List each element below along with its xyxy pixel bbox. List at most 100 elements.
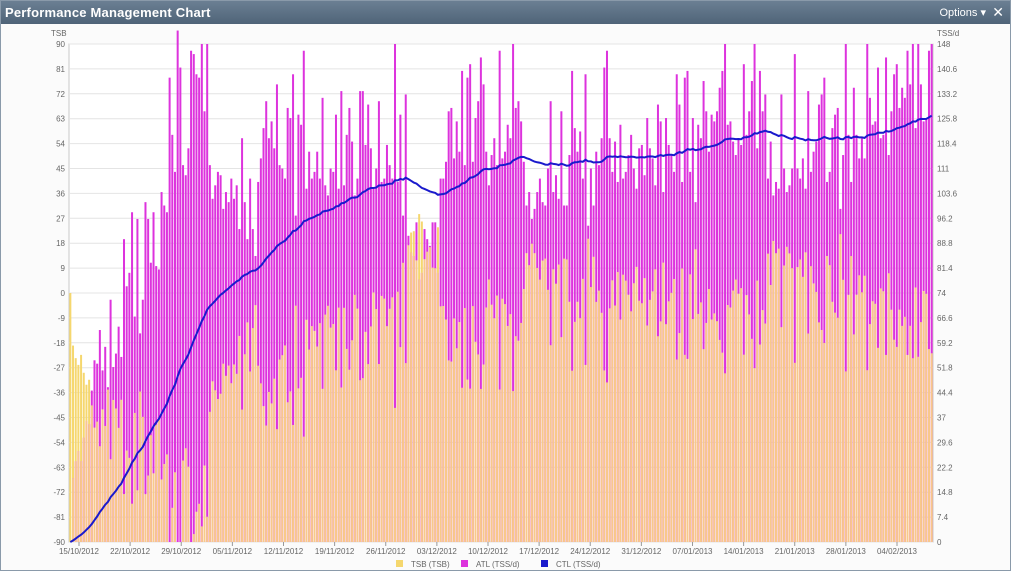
atl-bar: [359, 91, 362, 543]
atl-bar: [160, 192, 163, 542]
tsb-bar: [356, 308, 359, 542]
ctl-line: [69, 114, 933, 543]
right-tick-label: 29.6: [937, 438, 953, 447]
atl-bar: [584, 74, 587, 542]
tsb-bar: [200, 526, 203, 542]
right-tick-label: 44.4: [937, 389, 953, 398]
tsb-bar: [477, 354, 480, 542]
atl-bar: [136, 218, 139, 543]
tsb-bar: [377, 364, 380, 542]
close-icon[interactable]: ✕: [992, 4, 1004, 20]
right-tick-label: 81.4: [937, 264, 953, 273]
tsb-bar: [716, 321, 718, 542]
tsb-bar: [321, 388, 324, 542]
tsb-bar: [619, 319, 622, 542]
tsb-bar: [88, 424, 91, 542]
tsb-bar: [769, 284, 772, 542]
left-tick-label: -18: [53, 339, 65, 348]
x-tick-label: 29/10/2012: [161, 547, 202, 556]
tsb-bar: [791, 268, 794, 542]
tsb-bar: [326, 305, 329, 542]
tsb-bar: [222, 363, 225, 542]
x-tick-label: 26/11/2012: [366, 547, 406, 556]
tsb-bar: [329, 327, 332, 542]
atl-bar: [235, 185, 238, 542]
atl-bar: [477, 101, 480, 543]
left-tick-label: 9: [61, 264, 66, 273]
tsb-bar: [689, 274, 692, 542]
tsb-bar: [348, 369, 351, 542]
tsb-bar: [911, 358, 914, 542]
tsb-bar: [74, 358, 77, 462]
atl-bar: [909, 84, 912, 542]
tsb-bar: [300, 377, 303, 542]
tsb-bar: [466, 379, 469, 542]
chevron-down-icon: ▾: [980, 7, 986, 19]
tsb-bar: [654, 269, 657, 542]
tsb-bar: [772, 240, 775, 542]
tsb-bar: [163, 463, 166, 542]
tsb-bar: [766, 253, 769, 542]
tsb-bar: [410, 252, 413, 542]
tsb-bar: [809, 266, 812, 542]
tsb-bar: [721, 352, 724, 542]
atl-bar: [469, 64, 472, 542]
tsb-bar: [611, 280, 614, 542]
tsb-bar: [375, 309, 378, 542]
right-tick-label: 51.8: [937, 364, 953, 373]
atl-bar: [206, 44, 209, 542]
atl-bar: [474, 118, 477, 542]
atl-bar: [292, 74, 295, 542]
atl-bar: [224, 192, 227, 542]
tsb-bar: [262, 406, 265, 542]
tsb-bar: [85, 384, 88, 421]
tsb-bar: [903, 316, 906, 542]
x-tick-label: 28/01/2013: [826, 547, 867, 556]
tsb-bar: [646, 325, 649, 542]
tsb-bar: [764, 323, 767, 542]
tsb-bar: [860, 292, 863, 542]
tsb-bar: [512, 391, 515, 542]
atl-bar: [377, 101, 380, 543]
tsb-bar: [77, 451, 80, 542]
atl-bar: [901, 87, 904, 543]
tsb-bar: [686, 358, 689, 542]
left-tick-label: -36: [53, 389, 65, 398]
tsb-bar: [876, 347, 879, 542]
options-label: Options: [939, 7, 978, 19]
atl-bar: [259, 158, 262, 543]
tsb-bar: [292, 424, 295, 542]
tsb-bar: [734, 279, 737, 542]
tsb-bar: [495, 295, 498, 542]
right-tick-label: 22.2: [937, 463, 953, 472]
atl-bar: [131, 212, 134, 543]
tsb-bar: [775, 253, 778, 542]
tsb-bar: [917, 356, 920, 542]
tsb-bar: [831, 301, 834, 542]
legend-label: TSB (TSB): [411, 560, 450, 569]
right-tick-label: 140.6: [937, 65, 958, 74]
tsb-bar: [318, 323, 321, 542]
tsb-bar: [308, 349, 311, 542]
tsb-bar: [128, 457, 131, 542]
tsb-bar: [216, 399, 219, 542]
atl-bar: [455, 121, 458, 542]
tsb-bar: [640, 303, 643, 542]
tsb-bar: [85, 420, 88, 542]
tsb-bar: [187, 466, 190, 542]
tsb-bar: [729, 307, 732, 542]
tsb-bar: [302, 436, 305, 542]
tsb-bar: [439, 306, 442, 542]
atl-bar: [823, 77, 826, 542]
tsb-bar: [906, 354, 909, 542]
tsb-bar: [337, 307, 340, 542]
tsb-bar: [82, 437, 85, 542]
tsb-bar: [69, 293, 72, 542]
tsb-bar: [581, 278, 584, 542]
options-menu-button[interactable]: Options ▾: [939, 6, 986, 19]
left-tick-label: 54: [56, 140, 65, 149]
legend-swatch: [461, 560, 468, 567]
tsb-bar: [383, 298, 386, 542]
tsb-bar: [171, 507, 174, 542]
tsb-bar: [683, 354, 686, 542]
